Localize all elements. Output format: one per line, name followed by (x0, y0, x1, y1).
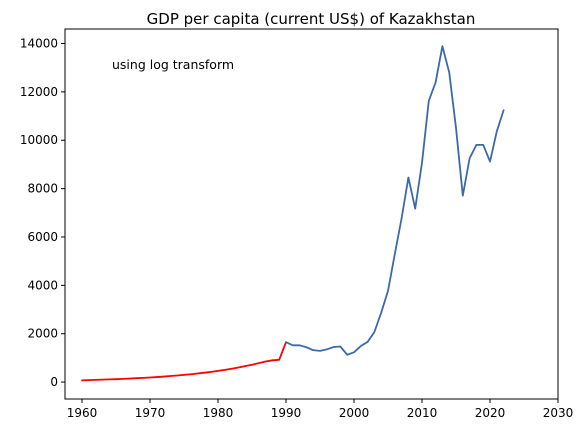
x-tick-label: 1960 (67, 406, 98, 420)
x-tick-label: 2010 (407, 406, 438, 420)
x-axis: 1960 1970 1980 1990 2000 2010 2020 2030 (67, 399, 574, 420)
chart-annotation: using log transform (112, 57, 234, 72)
x-tick-label: 1970 (135, 406, 166, 420)
chart-title: GDP per capita (current US$) of Kazakhst… (147, 10, 476, 28)
x-tick-label: 2030 (543, 406, 574, 420)
y-tick-label: 12000 (20, 85, 58, 99)
y-tick-label: 0 (50, 375, 58, 389)
y-tick-label: 4000 (27, 278, 58, 292)
y-tick-label: 8000 (27, 182, 58, 196)
y-tick-label: 10000 (20, 133, 58, 147)
y-tick-label: 6000 (27, 230, 58, 244)
series-line-2 (285, 45, 505, 356)
y-tick-label: 2000 (27, 327, 58, 341)
y-tick-label: 14000 (20, 37, 58, 51)
x-tick-label: 2000 (339, 406, 370, 420)
series-layer (81, 45, 505, 382)
plot-frame (64, 28, 559, 400)
series-line-1 (81, 341, 287, 382)
x-tick-label: 1980 (203, 406, 234, 420)
x-tick-label: 1990 (271, 406, 302, 420)
x-tick-label: 2020 (475, 406, 506, 420)
y-axis: 0 2000 4000 6000 8000 10000 12000 14000 (20, 37, 65, 389)
